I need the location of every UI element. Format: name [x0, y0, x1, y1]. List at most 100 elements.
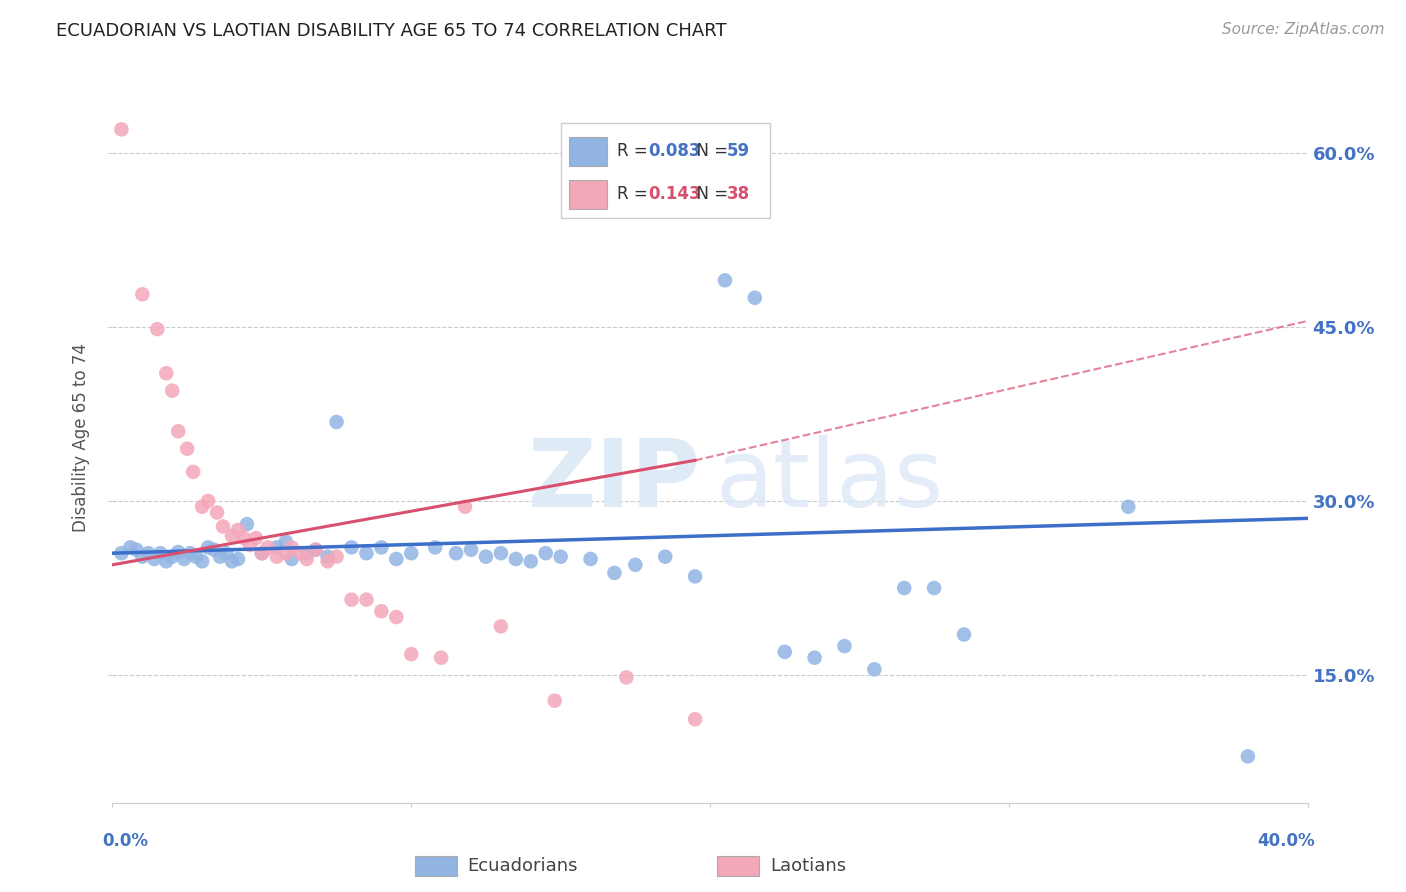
Point: [149, 546, 172, 560]
Text: N =: N =: [686, 142, 734, 160]
Point: [683, 712, 706, 726]
Point: [155, 554, 177, 568]
Point: [444, 546, 467, 560]
Point: [179, 546, 201, 560]
Point: [520, 554, 543, 568]
Point: [316, 549, 339, 564]
Text: 0.083: 0.083: [648, 142, 700, 160]
Point: [460, 542, 482, 557]
Point: [290, 546, 312, 560]
Point: [714, 273, 737, 287]
Point: [325, 549, 347, 564]
Point: [274, 534, 297, 549]
Bar: [561, 122, 770, 218]
Point: [624, 558, 647, 572]
Point: [143, 552, 166, 566]
Point: [125, 542, 148, 557]
Point: [834, 639, 856, 653]
Point: [221, 529, 243, 543]
Point: [181, 465, 204, 479]
Y-axis label: Disability Age 65 to 74: Disability Age 65 to 74: [72, 343, 90, 532]
Point: [131, 549, 153, 564]
Point: [155, 366, 177, 380]
Point: [257, 541, 280, 555]
Point: [221, 554, 243, 568]
Point: [239, 538, 262, 552]
Point: [191, 500, 214, 514]
Point: [274, 546, 297, 560]
Point: [226, 523, 249, 537]
Point: [120, 541, 142, 555]
Text: ECUADORIAN VS LAOTIAN DISABILITY AGE 65 TO 74 CORRELATION CHART: ECUADORIAN VS LAOTIAN DISABILITY AGE 65 …: [56, 22, 727, 40]
Text: 38: 38: [727, 185, 749, 202]
Point: [131, 287, 153, 301]
Point: [863, 662, 886, 676]
Point: [295, 546, 318, 560]
Text: R =: R =: [617, 185, 658, 202]
Point: [162, 549, 183, 564]
Point: [281, 541, 304, 555]
Point: [266, 541, 288, 555]
Point: [534, 546, 557, 560]
Point: [245, 531, 267, 545]
Point: [654, 549, 676, 564]
Point: [233, 531, 256, 545]
Point: [953, 627, 976, 641]
Point: [176, 442, 198, 456]
Point: [325, 415, 347, 429]
Text: 40.0%: 40.0%: [1257, 832, 1315, 850]
Point: [281, 552, 304, 566]
Text: 0.143: 0.143: [648, 185, 700, 202]
Point: [110, 122, 132, 136]
Point: [385, 610, 408, 624]
Text: ZIP: ZIP: [529, 435, 700, 527]
Point: [215, 546, 238, 560]
Point: [191, 554, 214, 568]
Point: [250, 546, 273, 560]
Point: [197, 541, 219, 555]
Point: [454, 500, 477, 514]
Point: [683, 569, 706, 583]
Point: [110, 546, 132, 560]
Point: [197, 494, 219, 508]
Point: [616, 670, 638, 684]
Point: [202, 542, 225, 557]
Point: [146, 322, 169, 336]
Text: Source: ZipAtlas.com: Source: ZipAtlas.com: [1222, 22, 1385, 37]
Text: 59: 59: [727, 142, 749, 160]
Point: [1237, 749, 1260, 764]
Point: [305, 542, 328, 557]
Point: [744, 291, 766, 305]
Point: [543, 693, 565, 707]
Point: [167, 545, 190, 559]
Bar: [569, 179, 607, 209]
Point: [226, 552, 249, 566]
Point: [489, 619, 512, 633]
Point: [401, 546, 423, 560]
Point: [356, 546, 378, 560]
Text: N =: N =: [686, 185, 734, 202]
Point: [340, 592, 363, 607]
Point: [205, 506, 228, 520]
Point: [1118, 500, 1140, 514]
Point: [316, 554, 339, 568]
Point: [505, 552, 527, 566]
Point: [893, 581, 915, 595]
Text: Ecuadorians: Ecuadorians: [467, 857, 578, 875]
Point: [138, 546, 160, 560]
Point: [370, 604, 392, 618]
Point: [212, 519, 235, 533]
Point: [430, 650, 453, 665]
Point: [266, 549, 288, 564]
Point: [305, 542, 328, 557]
Point: [922, 581, 945, 595]
Point: [356, 592, 378, 607]
Point: [167, 424, 190, 438]
Text: 0.0%: 0.0%: [103, 832, 149, 850]
Point: [209, 549, 232, 564]
Point: [475, 549, 498, 564]
Point: [340, 541, 363, 555]
Point: [173, 552, 195, 566]
Point: [803, 650, 825, 665]
Text: R =: R =: [617, 142, 652, 160]
